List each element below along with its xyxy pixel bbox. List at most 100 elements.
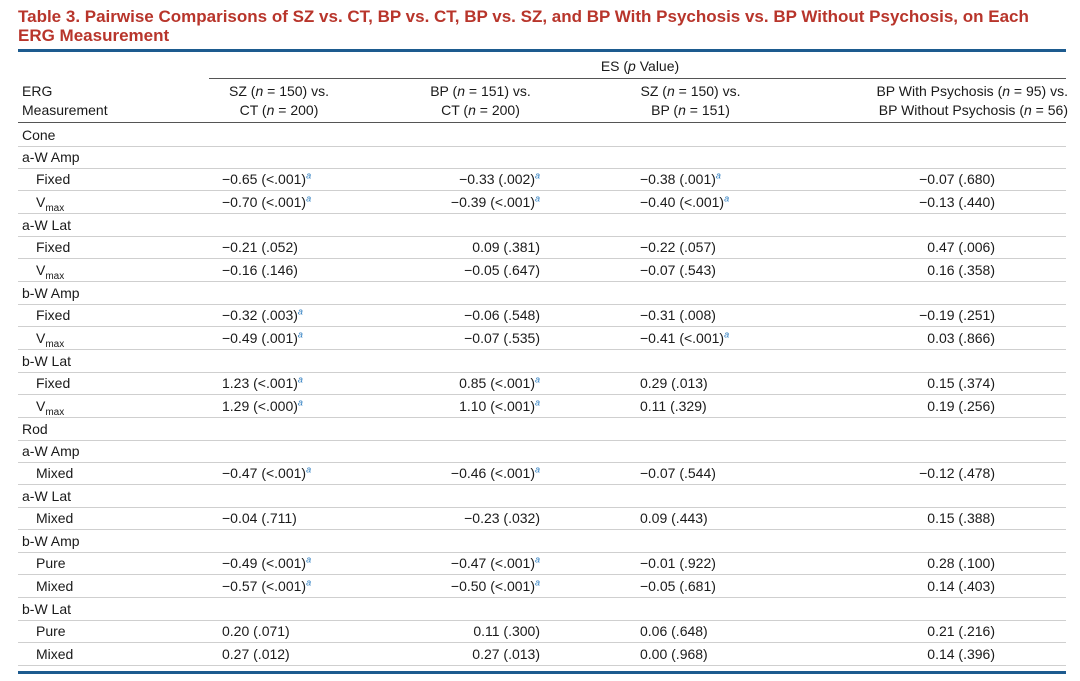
row-label-text: b-W Lat — [22, 353, 72, 369]
cell-value: 1.29 (<.000) — [222, 398, 298, 414]
row-label: Rod — [22, 418, 48, 440]
row-label-text: a-W Amp — [22, 149, 80, 165]
cell-value: −0.05 (.681) — [640, 578, 716, 594]
table-row: Pure 0.20 (.071) 0.11 (.300) 0.06 (.648) 0.2… — [18, 620, 1066, 643]
row-label: a-W Amp — [22, 440, 80, 462]
row-label-subscript: max — [45, 406, 65, 418]
footnote-marker: a — [715, 170, 721, 181]
cell-col1: −0.21 (.052) — [222, 236, 298, 258]
row-label-text: b-W Amp — [22, 533, 80, 549]
table-title: Table 3. Pairwise Comparisons of SZ vs. … — [18, 7, 1029, 45]
col4-line1: BP With Psychosis (n = 95) vs. — [876, 83, 1068, 99]
cell-value: −0.13 (.440) — [919, 194, 995, 210]
cell-col1: 0.20 (.071) — [222, 620, 290, 642]
cell-value: 0.21 (.216) — [927, 623, 995, 639]
cell-col4: −0.13 (.440) — [888, 191, 995, 213]
table-row: Vmax −0.49 (.001)a −0.07 (.535) −0.41 (<.00… — [18, 327, 1066, 350]
row-label-text: Fixed — [36, 239, 71, 255]
cell-col3: −0.07 (.544) — [640, 462, 716, 484]
footnote-marker: a — [306, 464, 312, 475]
row-label-text: Mixed — [36, 510, 74, 526]
cell-col4: 0.19 (.256) — [888, 395, 995, 417]
row-label-text: b-W Amp — [22, 285, 80, 301]
row-label: Pure — [36, 552, 66, 574]
cell-value: −0.47 (<.001) — [222, 465, 307, 481]
cell-value: 0.29 (.013) — [640, 375, 708, 391]
bottom-rule — [18, 671, 1066, 674]
row-label-text: a-W Amp — [22, 443, 80, 459]
footnote-marker: a — [306, 554, 312, 565]
footnote-marker: a — [534, 374, 540, 385]
cell-col2: 0.85 (<.001)a — [416, 372, 540, 394]
group-row: a-W Lat — [18, 214, 1066, 237]
cell-col2: −0.46 (<.001)a — [416, 462, 540, 484]
section-row: Rod — [18, 418, 1066, 441]
table-row: Vmax 1.29 (<.000)a 1.10 (<.001)a 0.11 (.329… — [18, 395, 1066, 418]
cell-value: −0.39 (<.001) — [450, 194, 535, 210]
footnote-marker: a — [724, 193, 730, 204]
cell-col3: −0.41 (<.001)a — [640, 327, 729, 349]
table-row: Fixed −0.21 (.052) 0.09 (.381) −0.22 (.057)… — [18, 236, 1066, 259]
cell-value: −0.70 (<.001) — [222, 194, 307, 210]
col-header-bp-ct: BP (n = 151) vs. CT (n = 200) — [408, 82, 553, 120]
cell-value: −0.41 (<.001) — [640, 330, 725, 346]
cell-value: −0.46 (<.001) — [450, 465, 535, 481]
cell-value: −0.16 (.146) — [222, 262, 298, 278]
footnote-marker: a — [297, 374, 303, 385]
cell-value: 0.11 (.300) — [473, 623, 540, 639]
cell-col1: −0.49 (.001)a — [222, 327, 303, 349]
row-label: Fixed — [36, 304, 70, 326]
col2-line2: CT (n = 200) — [441, 102, 520, 118]
table-row: Fixed −0.32 (.003)a −0.06 (.548) −0.31 (.00… — [18, 304, 1066, 327]
cell-value: 0.15 (.388) — [927, 510, 995, 526]
row-label: b-W Lat — [22, 598, 71, 620]
cell-value: 0.19 (.256) — [927, 398, 995, 414]
row-label: Cone — [22, 124, 55, 146]
table-row: Mixed −0.47 (<.001)a −0.46 (<.001)a −0.07 (… — [18, 462, 1066, 485]
footnote-marker: a — [534, 577, 540, 588]
cell-col1: −0.16 (.146) — [222, 259, 298, 281]
cell-value: 0.03 (.866) — [927, 330, 995, 346]
cell-col1: −0.65 (<.001)a — [222, 168, 311, 190]
cell-col3: 0.09 (.443) — [640, 507, 708, 529]
cell-col3: 0.00 (.968) — [640, 643, 708, 665]
table-row: Mixed −0.57 (<.001)a −0.50 (<.001)a −0.05 (… — [18, 575, 1066, 598]
cell-col1: −0.70 (<.001)a — [222, 191, 311, 213]
cell-col3: −0.05 (.681) — [640, 575, 716, 597]
top-rule — [18, 49, 1066, 52]
row-label: Vmax — [36, 191, 64, 213]
row-label: a-W Lat — [22, 214, 71, 236]
cell-col3: −0.01 (.922) — [640, 552, 716, 574]
row-label: b-W Amp — [22, 530, 80, 552]
cell-value: −0.49 (<.001) — [222, 555, 307, 571]
footnote-marker: a — [306, 577, 312, 588]
cell-col4: 0.21 (.216) — [888, 620, 995, 642]
cell-value: −0.06 (.548) — [464, 307, 540, 323]
cell-col1: 1.23 (<.001)a — [222, 372, 303, 394]
row-label: Mixed — [36, 575, 73, 597]
cell-col2: −0.23 (.032) — [416, 507, 540, 529]
cell-value: 0.20 (.071) — [222, 623, 290, 639]
row-label-text: Mixed — [36, 578, 74, 594]
cell-col2: −0.47 (<.001)a — [416, 552, 540, 574]
spanner-header: ES (p Value) — [420, 58, 860, 74]
cell-col2: −0.50 (<.001)a — [416, 575, 540, 597]
cell-col4: −0.19 (.251) — [888, 304, 995, 326]
cell-value: −0.12 (.478) — [919, 465, 995, 481]
cell-col3: −0.38 (.001)a — [640, 168, 721, 190]
row-label-text: Fixed — [36, 307, 71, 323]
row-label-text: a-W Lat — [22, 488, 72, 504]
section-row: Cone — [18, 124, 1066, 147]
spanner-rule — [209, 78, 1066, 79]
row-label-text: Fixed — [36, 171, 71, 187]
cell-col1: 0.27 (.012) — [222, 643, 290, 665]
cell-value: 0.09 (.443) — [640, 510, 708, 526]
cell-col2: −0.06 (.548) — [416, 304, 540, 326]
row-label: Vmax — [36, 259, 64, 281]
cell-value: −0.01 (.922) — [640, 555, 716, 571]
cell-col4: 0.16 (.358) — [888, 259, 995, 281]
group-row: a-W Amp — [18, 440, 1066, 463]
row-label-text: Fixed — [36, 375, 71, 391]
cell-col2: −0.05 (.647) — [416, 259, 540, 281]
footnote-marker: a — [724, 329, 730, 340]
